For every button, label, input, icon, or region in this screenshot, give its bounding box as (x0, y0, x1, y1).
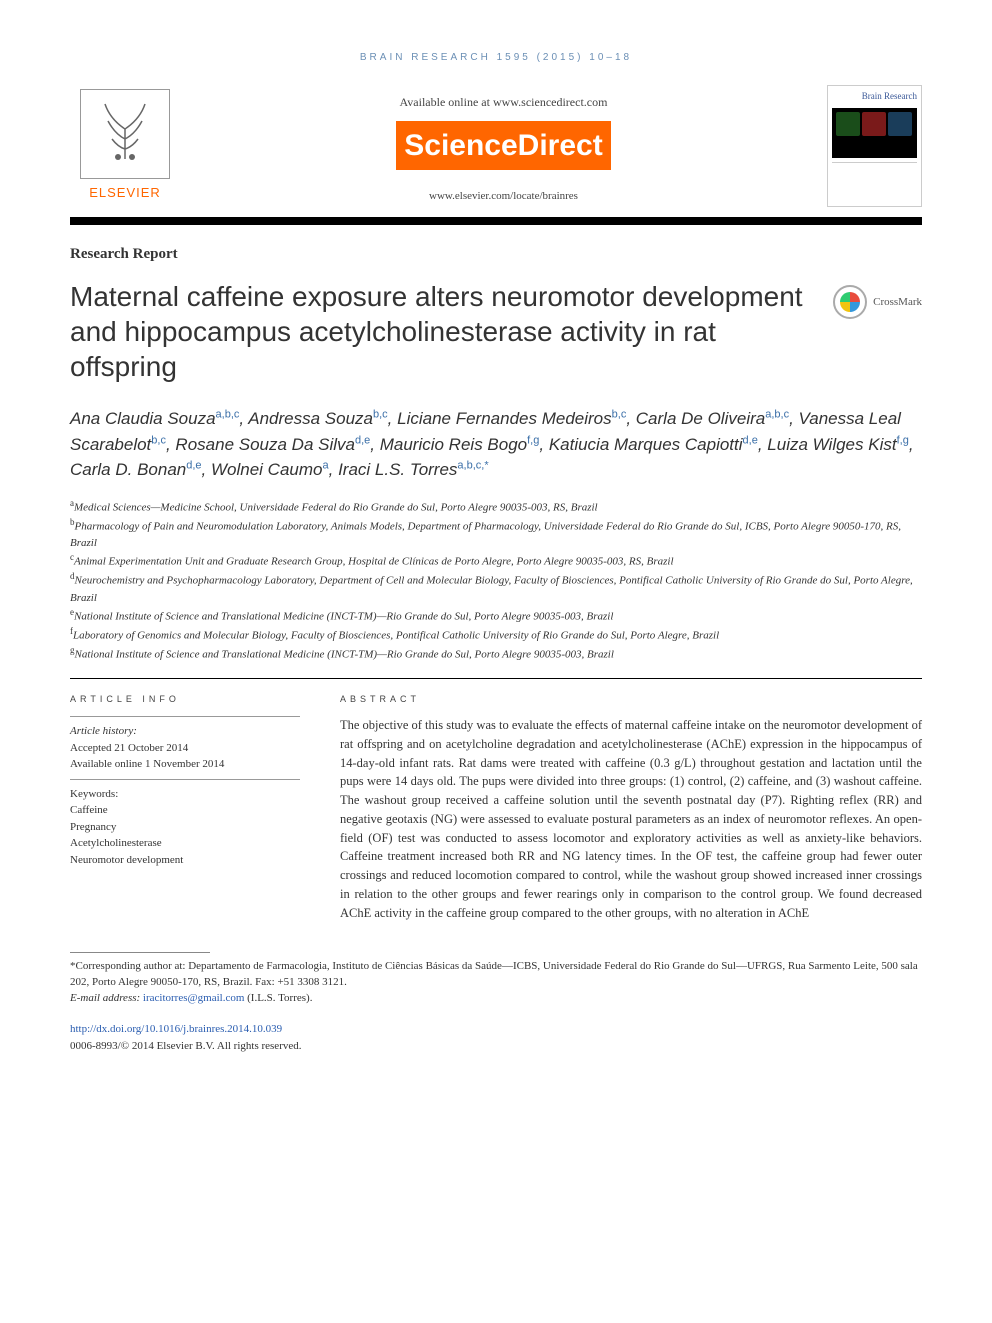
accepted-date: Accepted 21 October 2014 (70, 740, 300, 757)
keywords-heading: Keywords: (70, 786, 300, 803)
keyword: Neuromotor development (70, 852, 300, 869)
article-type: Research Report (70, 243, 922, 266)
journal-cover-image (832, 108, 917, 158)
author: Rosane Souza Da Silvad,e (175, 435, 370, 454)
author: Carla D. Bonand,e (70, 460, 202, 479)
journal-cover: Brain Research (827, 85, 922, 207)
abstract-label: ABSTRACT (340, 693, 922, 707)
author: Katiucia Marques Capiottid,e (549, 435, 758, 454)
divider-thin (70, 678, 922, 679)
running-head: BRAIN RESEARCH 1595 (2015) 10–18 (70, 50, 922, 65)
publisher-name: ELSEVIER (89, 183, 161, 203)
doi-link[interactable]: http://dx.doi.org/10.1016/j.brainres.201… (70, 1023, 282, 1035)
abstract-text: The objective of this study was to evalu… (340, 716, 922, 922)
author: Mauricio Reis Bogof,g (380, 435, 540, 454)
keyword: Acetylcholinesterase (70, 835, 300, 852)
author: Andressa Souzab,c (248, 409, 387, 428)
header-center: Available online at www.sciencedirect.co… (200, 85, 807, 207)
journal-cover-title: Brain Research (832, 90, 917, 104)
affiliation-list: aMedical Sciences—Medicine School, Unive… (70, 497, 922, 664)
affiliation: eNational Institute of Science and Trans… (70, 606, 922, 625)
author-list: Ana Claudia Souzaa,b,c, Andressa Souzab,… (70, 406, 922, 483)
abstract-column: ABSTRACT The objective of this study was… (340, 693, 922, 923)
available-online-text: Available online at www.sciencedirect.co… (200, 93, 807, 111)
crossmark-icon (833, 285, 867, 319)
sciencedirect-brand[interactable]: ScienceDirect (396, 121, 610, 170)
author: Carla De Oliveiraa,b,c (636, 409, 789, 428)
affiliation: gNational Institute of Science and Trans… (70, 644, 922, 663)
author: Luiza Wilges Kistf,g (767, 435, 909, 454)
online-date: Available online 1 November 2014 (70, 756, 300, 773)
header-row: ELSEVIER Available online at www.science… (70, 85, 922, 207)
doi-block: http://dx.doi.org/10.1016/j.brainres.201… (70, 1021, 922, 1054)
divider-thick (70, 217, 922, 225)
affiliation: aMedical Sciences—Medicine School, Unive… (70, 497, 922, 516)
affiliation: bPharmacology of Pain and Neuromodulatio… (70, 516, 922, 552)
affiliation: fLaboratory of Genomics and Molecular Bi… (70, 625, 922, 644)
article-info-column: ARTICLE INFO Article history: Accepted 2… (70, 693, 300, 923)
elsevier-tree-icon (80, 89, 170, 179)
keywords-list: CaffeinePregnancyAcetylcholinesteraseNeu… (70, 802, 300, 868)
author: Wolnei Caumoa (211, 460, 329, 479)
article-history-heading: Article history: (70, 723, 300, 740)
author: Iraci L.S. Torresa,b,c,* (338, 460, 489, 479)
crossmark-badge[interactable]: CrossMark (833, 279, 922, 319)
publisher-logo: ELSEVIER (70, 85, 180, 207)
email-owner: (I.L.S. Torres). (247, 992, 312, 1004)
corresponding-email[interactable]: iracitorres@gmail.com (143, 992, 244, 1004)
footnote-divider (70, 952, 210, 953)
affiliation: cAnimal Experimentation Unit and Graduat… (70, 551, 922, 570)
footnotes: *Corresponding author at: Departamento d… (70, 959, 922, 1007)
author: Liciane Fernandes Medeirosb,c (397, 409, 626, 428)
keyword: Caffeine (70, 802, 300, 819)
journal-url[interactable]: www.elsevier.com/locate/brainres (200, 188, 807, 205)
article-info-label: ARTICLE INFO (70, 693, 300, 707)
crossmark-label: CrossMark (873, 294, 922, 311)
keyword: Pregnancy (70, 819, 300, 836)
article-title: Maternal caffeine exposure alters neurom… (70, 279, 813, 384)
corresponding-author: *Corresponding author at: Departamento d… (70, 959, 922, 991)
author: Ana Claudia Souzaa,b,c (70, 409, 239, 428)
copyright-text: 0006-8993/© 2014 Elsevier B.V. All right… (70, 1040, 302, 1052)
affiliation: dNeurochemistry and Psychopharmacology L… (70, 570, 922, 606)
email-label: E-mail address: (70, 992, 140, 1004)
